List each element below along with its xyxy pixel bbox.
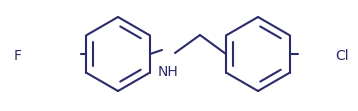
Text: F: F	[13, 49, 21, 62]
Text: NH: NH	[157, 65, 178, 79]
Text: Cl: Cl	[335, 49, 349, 62]
